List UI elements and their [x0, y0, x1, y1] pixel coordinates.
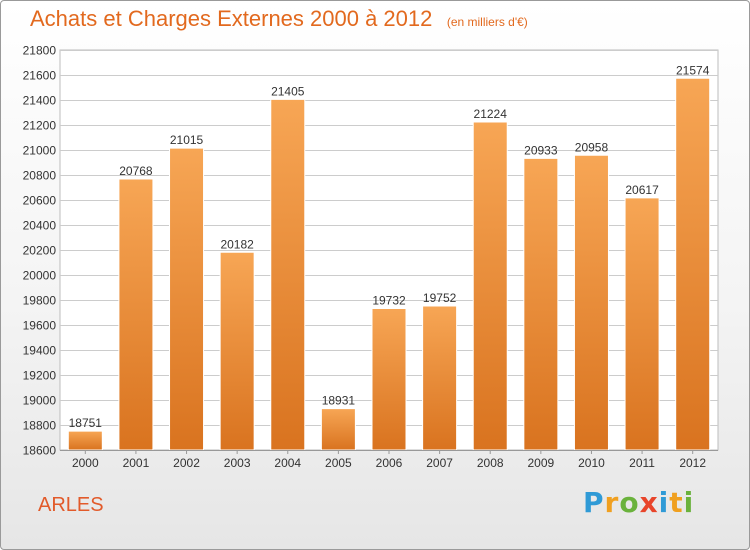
y-tick-label: 21600: [23, 69, 57, 83]
x-tick-label: 2001: [123, 456, 150, 470]
y-tick-label: 20200: [23, 244, 57, 258]
logo-letter: o: [619, 486, 640, 519]
data-label: 21405: [271, 84, 305, 98]
x-tick-label: 2010: [578, 456, 605, 470]
bar: [67, 430, 103, 451]
chart-title-block: Achats et Charges Externes 2000 à 2012 (…: [30, 6, 528, 32]
data-label: 21574: [676, 63, 710, 77]
bar: [169, 147, 205, 451]
y-tick-label: 19200: [23, 369, 57, 383]
logo-letter: i: [683, 486, 695, 519]
bar: [270, 98, 306, 451]
data-label: 18931: [322, 394, 356, 408]
city-label: ARLES: [38, 494, 104, 516]
data-label: 19752: [423, 291, 457, 305]
x-tick-label: 2005: [325, 456, 352, 470]
bar: [422, 305, 458, 451]
y-tick-label: 21000: [23, 144, 57, 158]
x-tick-label: 2007: [426, 456, 453, 470]
chart-subtitle: (en milliers d'€): [446, 15, 528, 29]
bar: [523, 157, 559, 451]
logo-letter: t: [669, 486, 684, 519]
y-tick-label: 20000: [23, 269, 57, 283]
x-tick-label: 2000: [72, 456, 99, 470]
data-label: 20958: [575, 140, 609, 154]
y-tick-label: 19600: [23, 319, 57, 333]
data-label: 20933: [524, 143, 558, 157]
bar: [675, 77, 711, 451]
bar: [320, 408, 356, 451]
bar: [219, 251, 255, 451]
logo-letter: r: [604, 486, 620, 519]
x-tick-label: 2006: [376, 456, 403, 470]
x-tick-label: 2011: [629, 456, 655, 470]
y-tick-label: 18800: [23, 419, 57, 433]
bar: [573, 154, 609, 451]
y-tick-label: 20800: [23, 169, 57, 183]
logo-letter: P: [583, 486, 605, 519]
data-label: 19732: [372, 294, 406, 308]
y-tick-label: 21400: [23, 94, 57, 108]
chart-title: Achats et Charges Externes 2000 à 2012: [30, 6, 433, 31]
data-label: 21224: [474, 107, 508, 121]
y-tick-label: 20400: [23, 219, 57, 233]
bar: [472, 121, 508, 451]
bar: [624, 197, 660, 451]
x-tick-label: 2004: [274, 456, 301, 470]
data-label: 20182: [220, 237, 254, 251]
y-tick-label: 19400: [23, 344, 57, 358]
x-tick-label: 2012: [679, 456, 706, 470]
logo-letter: i: [658, 486, 670, 519]
x-tick-label: 2003: [224, 456, 251, 470]
x-tick-label: 2009: [527, 456, 554, 470]
y-tick-label: 19800: [23, 294, 57, 308]
y-tick-label: 19000: [23, 394, 57, 408]
y-tick-label: 21200: [23, 119, 57, 133]
data-label: 20617: [625, 183, 659, 197]
y-tick-label: 20600: [23, 194, 57, 208]
data-label: 21015: [170, 133, 204, 147]
data-label: 20768: [119, 164, 153, 178]
y-tick-label: 18600: [23, 444, 57, 458]
x-tick-label: 2008: [477, 456, 504, 470]
bar: [118, 178, 154, 451]
y-tick-label: 21800: [23, 44, 57, 58]
proxiti-logo: Proxiti: [583, 486, 694, 519]
logo-letter: x: [639, 486, 659, 519]
x-tick-label: 2002: [173, 456, 200, 470]
bar: [371, 308, 407, 451]
data-label: 18751: [69, 416, 103, 430]
